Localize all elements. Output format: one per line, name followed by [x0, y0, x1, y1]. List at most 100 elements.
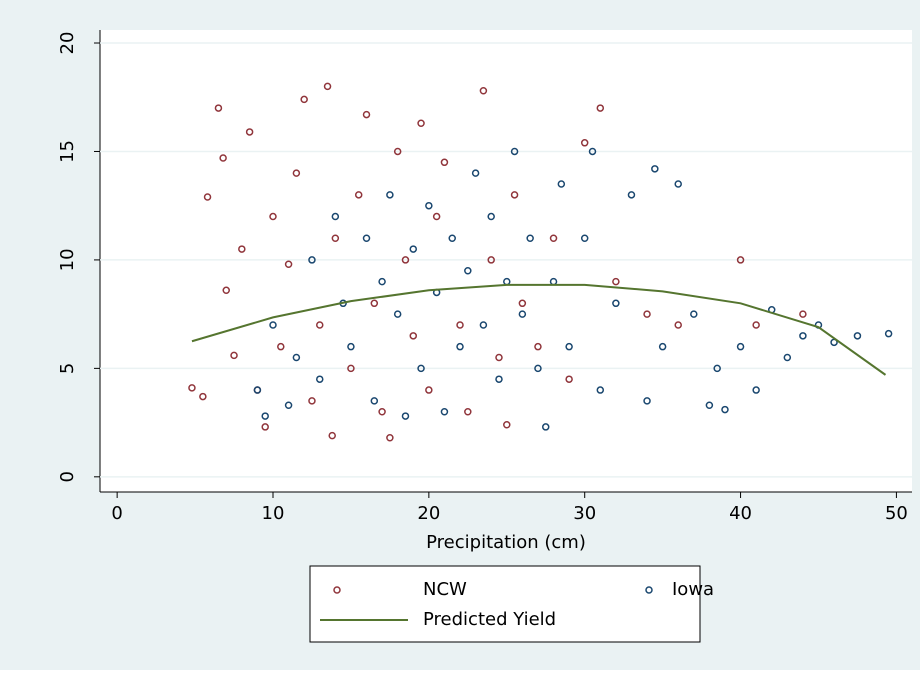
- point: [277, 342, 285, 351]
- fit-line: [191, 283, 887, 376]
- point: [284, 401, 293, 409]
- point: [316, 375, 324, 383]
- y-tick-label: 20: [57, 32, 78, 55]
- point: [425, 201, 433, 210]
- point: [432, 212, 441, 221]
- x-tick-label: 10: [262, 503, 285, 524]
- point: [214, 104, 223, 112]
- point: [393, 310, 402, 318]
- y-tick-label: 0: [57, 471, 78, 482]
- point: [393, 147, 402, 156]
- point: [534, 364, 542, 373]
- point: [308, 256, 316, 264]
- point: [425, 386, 433, 394]
- point: [518, 310, 527, 318]
- point: [347, 342, 355, 351]
- x-tick-label: 30: [573, 503, 596, 524]
- point: [534, 342, 542, 351]
- point: [219, 154, 227, 162]
- point: [300, 95, 308, 104]
- point: [884, 329, 893, 338]
- point: [386, 434, 394, 442]
- point: [328, 431, 336, 440]
- point: [188, 384, 196, 392]
- x-axis-label: Precipitation (cm): [426, 532, 586, 553]
- point: [721, 405, 729, 414]
- x-tick-label: 20: [417, 503, 440, 524]
- point: [253, 386, 262, 394]
- point: [565, 342, 573, 351]
- point: [503, 421, 511, 429]
- x-tick-label: 0: [111, 503, 122, 524]
- point: [261, 423, 269, 431]
- point: [752, 321, 760, 329]
- point: [230, 351, 238, 360]
- point: [479, 86, 488, 95]
- point: [448, 234, 456, 242]
- point: [674, 180, 682, 188]
- point: [783, 353, 792, 362]
- point: [799, 310, 807, 318]
- legend-label: Predicted Yield: [423, 609, 556, 630]
- point: [440, 407, 449, 416]
- point: [331, 234, 340, 242]
- point: [596, 386, 605, 394]
- point: [362, 110, 371, 119]
- point: [261, 412, 269, 420]
- x-tick-label: 40: [729, 503, 752, 524]
- point: [199, 392, 207, 401]
- point: [690, 310, 698, 318]
- point: [331, 212, 340, 221]
- x-tick-label: 50: [885, 503, 908, 524]
- point: [284, 260, 293, 269]
- point: [487, 212, 495, 221]
- point: [612, 299, 620, 308]
- point: [378, 407, 386, 416]
- point: [292, 169, 301, 177]
- point: [316, 321, 324, 329]
- point: [417, 119, 425, 128]
- point: [557, 180, 566, 188]
- point: [370, 299, 379, 308]
- point: [487, 256, 495, 264]
- point: [292, 353, 301, 362]
- legend-marker: [333, 586, 341, 594]
- point: [456, 321, 464, 329]
- point: [596, 104, 605, 112]
- point: [580, 139, 589, 147]
- point: [471, 169, 480, 177]
- point: [203, 193, 212, 201]
- point: [456, 342, 464, 351]
- point: [588, 147, 597, 156]
- point: [245, 128, 254, 136]
- point: [580, 234, 589, 242]
- legend: [309, 565, 701, 643]
- point: [269, 321, 277, 329]
- legend-label: NCW: [423, 579, 467, 600]
- legend-marker: [645, 586, 653, 594]
- point: [354, 191, 363, 199]
- point: [643, 310, 651, 318]
- point: [736, 342, 745, 351]
- point: [323, 82, 332, 91]
- point: [479, 321, 488, 329]
- point: [510, 191, 519, 199]
- point: [526, 234, 534, 242]
- point: [799, 332, 807, 340]
- point: [518, 299, 527, 308]
- point: [549, 234, 558, 242]
- y-tick-label: 10: [57, 248, 78, 271]
- point: [238, 245, 246, 253]
- point: [362, 234, 371, 242]
- point: [658, 342, 667, 351]
- point: [417, 364, 425, 373]
- point: [752, 386, 760, 394]
- point: [386, 191, 394, 199]
- point: [736, 256, 745, 264]
- point: [401, 256, 410, 264]
- point: [222, 286, 230, 295]
- point: [269, 212, 277, 221]
- point: [401, 412, 410, 420]
- point: [308, 397, 316, 405]
